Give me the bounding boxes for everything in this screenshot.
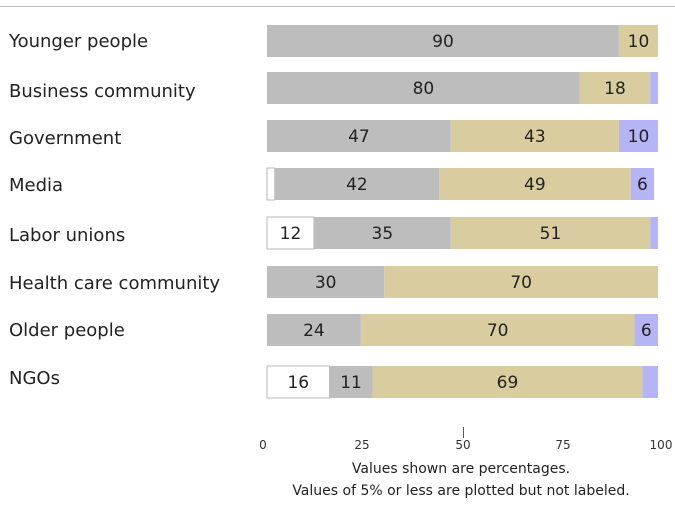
bar-segment-business-community-s2: [579, 72, 651, 104]
data-label-media-s2: 49: [524, 175, 546, 195]
x-tick-label: 0: [259, 438, 267, 452]
x-tick-label: 25: [354, 438, 370, 452]
data-label-business-community-s2: 18: [604, 79, 626, 99]
category-label-health-care-community: Health care community: [9, 273, 221, 294]
data-label-older-people-s3: 6: [641, 321, 652, 341]
data-label-health-care-community-s2: 70: [510, 273, 532, 293]
category-label-media: Media: [9, 175, 64, 196]
data-label-younger-people-s1: 90: [432, 32, 454, 52]
data-label-younger-people-s2: 10: [628, 32, 650, 52]
data-label-labor-unions-s0: 12: [280, 224, 302, 244]
data-label-health-care-community-s1: 30: [315, 273, 337, 293]
bar-segment-government-s1: [267, 120, 451, 152]
data-label-government-s3: 10: [628, 127, 650, 147]
note-label-threshold: Values of 5% or less are plotted but not…: [292, 483, 630, 499]
bar-segment-labor-unions-s2: [450, 217, 651, 249]
bar-segment-media-s1: [274, 168, 440, 200]
bar-segment-older-people-s2: [360, 314, 635, 346]
bar-segment-media-s2: [439, 168, 631, 200]
x-tick-label: 50: [455, 438, 471, 452]
bar-segment-business-community-s3: [650, 72, 658, 104]
category-label-older-people: Older people: [9, 320, 125, 341]
data-label-older-people-s2: 70: [487, 321, 509, 341]
category-label-younger-people: Younger people: [9, 31, 149, 52]
category-label-ngos: NGOs: [9, 368, 60, 389]
bar-segment-media-s0: [266, 167, 276, 201]
bar-segment-younger-people-s2: [618, 25, 658, 57]
bar-segment-health-care-community-s2: [384, 266, 658, 298]
data-label-ngos-s0: 16: [287, 373, 309, 393]
category-label-labor-unions: Labor unions: [9, 225, 126, 246]
bar-segment-ngos-s2: [372, 366, 643, 398]
top-rule: [0, 6, 675, 7]
data-label-media-s3: 6: [637, 175, 648, 195]
category-label-business-community: Business community: [9, 81, 196, 102]
axis-midpoint-marker: [463, 427, 464, 438]
x-tick-label: 75: [555, 438, 571, 452]
data-label-government-s1: 47: [348, 127, 370, 147]
bar-segment-media-s3: [630, 168, 655, 200]
bar-segment-business-community-s1: [267, 72, 580, 104]
data-label-older-people-s1: 24: [303, 321, 325, 341]
bar-segment-younger-people-s1: [267, 25, 619, 57]
bar-segment-older-people-s3: [634, 314, 658, 346]
data-label-labor-unions-s2: 51: [540, 224, 562, 244]
data-label-business-community-s1: 80: [413, 79, 435, 99]
bar-segment-ngos-s3: [642, 366, 658, 398]
bar-segment-health-care-community-s1: [267, 266, 385, 298]
bar-segment-labor-unions-s3: [650, 217, 658, 249]
data-label-ngos-s2: 69: [497, 373, 519, 393]
data-label-government-s2: 43: [524, 127, 546, 147]
data-label-media-s1: 42: [346, 175, 368, 195]
category-label-government: Government: [9, 128, 122, 149]
bar-segment-labor-unions-s1: [313, 217, 451, 249]
data-label-labor-unions-s1: 35: [372, 224, 394, 244]
bar-segment-older-people-s1: [267, 314, 361, 346]
note-percentages: Values shown are percentages.: [351, 461, 571, 477]
bar-segment-ngos-s1: [329, 366, 373, 398]
bar-segment-government-s2: [450, 120, 619, 152]
bar-segment-labor-unions-s0: [266, 216, 315, 250]
x-tick-label: 100: [649, 438, 673, 452]
bar-segment-government-s3: [618, 120, 658, 152]
data-label-ngos-s1: 11: [340, 373, 362, 393]
bar-segment-ngos-s0: [266, 365, 331, 399]
